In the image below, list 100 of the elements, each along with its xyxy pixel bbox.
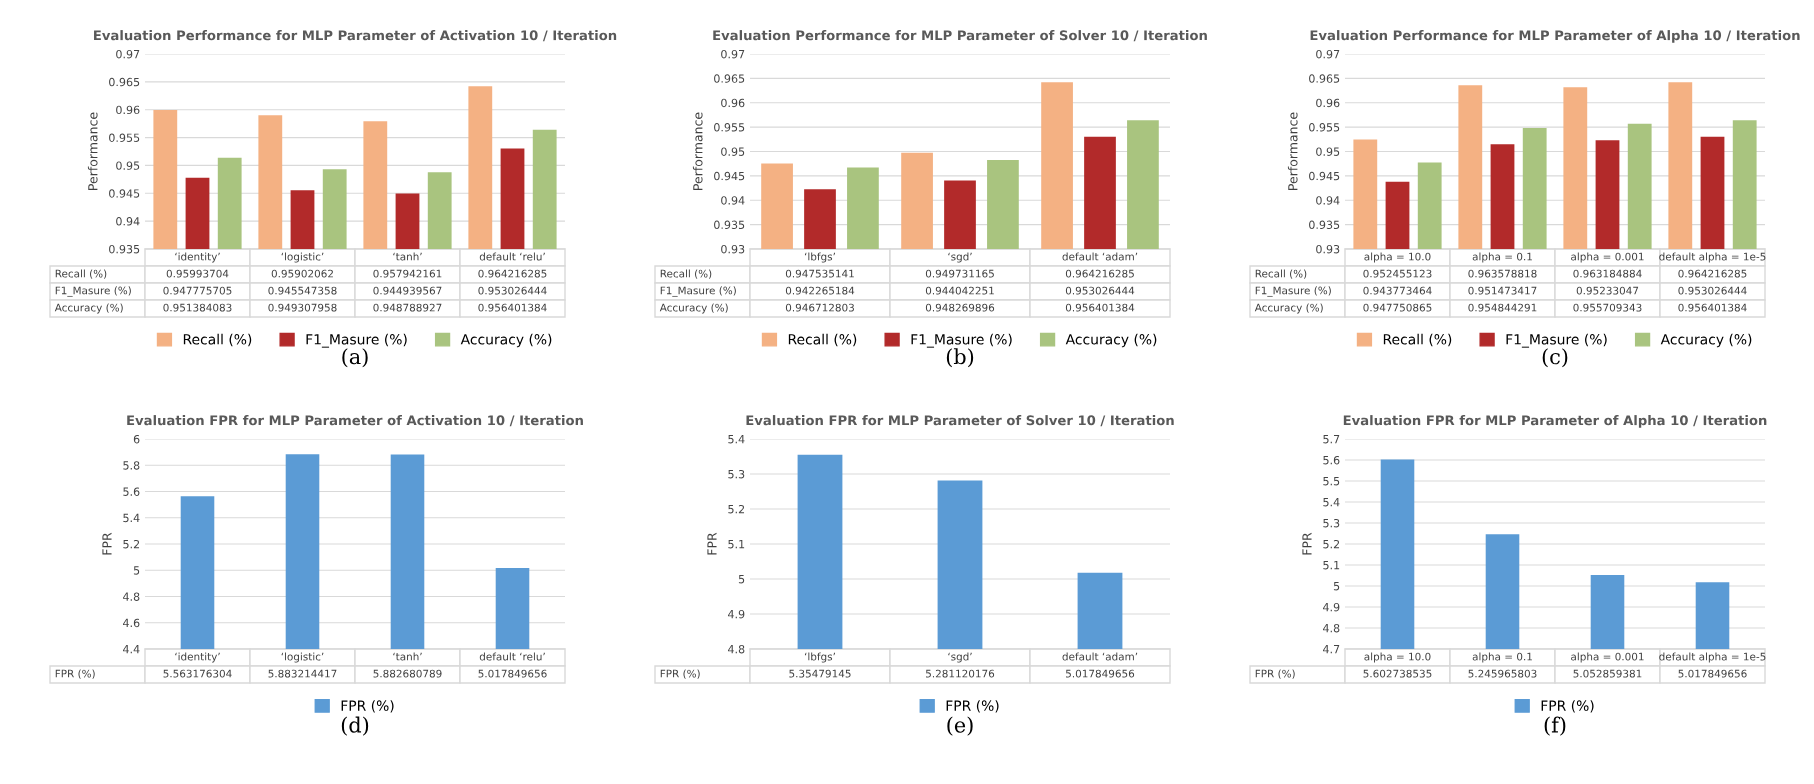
- data-label: 0.955709343: [1573, 303, 1642, 312]
- text: Accuracy (%): [54, 303, 123, 314]
- y-tick-label: 0.97: [1316, 49, 1340, 59]
- y-tick-label: 4.8: [1323, 623, 1340, 633]
- text: F1_Masure (%): [1255, 286, 1331, 297]
- y-tick-label: 0.945: [714, 171, 745, 181]
- data-label: 5.883214417: [268, 669, 337, 678]
- legend-label: FPR (%): [341, 700, 394, 713]
- data-label: 0.957942161: [373, 269, 442, 278]
- y-tick-label: 4.8: [728, 644, 745, 654]
- text: FPR (%): [1255, 669, 1295, 679]
- y-tick-label: 5.2: [1323, 539, 1340, 549]
- y-tick-label: 0.93: [1316, 244, 1340, 254]
- data-label: 0.964216285: [1065, 269, 1134, 278]
- x-tick-label: ‘lbfgs’: [804, 252, 835, 263]
- x-tick-label: default ‘adam’: [1062, 252, 1138, 261]
- y-tick-label: 0.93: [721, 244, 745, 254]
- x-tick-label: alpha = 0.001: [1571, 252, 1644, 263]
- x-tick-label: default alpha = 1e-5: [1659, 652, 1766, 663]
- y-tick-label: 5.3: [1323, 518, 1340, 528]
- text: F1_Masure (%): [660, 286, 736, 297]
- data-label: 0.948269896: [925, 303, 995, 312]
- y-axis-title: Performance: [87, 112, 98, 190]
- y-tick-label: 0.94: [116, 217, 140, 226]
- x-tick-label: ‘logistic’: [281, 652, 324, 663]
- data-label: 0.945547358: [268, 286, 337, 295]
- text: (d): [341, 716, 369, 736]
- x-tick-label: ‘lbfgs’: [804, 652, 835, 663]
- data-label: 0.947750865: [1363, 303, 1432, 312]
- legend-label: Recall (%): [788, 333, 857, 347]
- data-label: 5.245965803: [1468, 669, 1537, 678]
- y-tick-label: 0.94: [1316, 196, 1340, 205]
- text: Recall (%): [1255, 269, 1307, 279]
- chart-title: Evaluation Performance for MLP Parameter of Solver 10 / Iteration: [713, 30, 1207, 42]
- text: Accuracy (%): [659, 303, 728, 314]
- data-label: 0.953026444: [478, 286, 547, 295]
- x-tick-label: default ‘adam’: [1062, 652, 1138, 661]
- y-tick-label: 5.4: [728, 435, 745, 444]
- legend-label: Recall (%): [183, 333, 252, 347]
- y-tick-label: 5.1: [1323, 561, 1340, 570]
- data-label: 0.952455123: [1363, 269, 1432, 278]
- data-label: 0.948788927: [373, 303, 442, 312]
- y-tick-label: 5.6: [1323, 455, 1340, 465]
- chart-title: Evaluation Performance for MLP Parameter of Alpha 10 / Iteration: [1310, 30, 1800, 43]
- y-tick-label: 0.935: [1309, 220, 1340, 229]
- x-tick-label: alpha = 0.1: [1472, 252, 1532, 263]
- data-label: 0.963578818: [1468, 269, 1537, 278]
- data-label: 0.956401384: [478, 303, 547, 312]
- data-label: 0.949307958: [268, 303, 337, 312]
- y-tick-label: 0.95: [1316, 147, 1340, 156]
- text: (e): [947, 716, 973, 736]
- y-tick-label: 5.1: [728, 540, 745, 549]
- y-tick-label: 4.6: [123, 618, 140, 628]
- legend-label: Accuracy (%): [460, 333, 552, 348]
- y-tick-label: 5.2: [123, 539, 140, 549]
- y-tick-label: 0.96: [1316, 98, 1340, 108]
- x-tick-label: default alpha = 1e-5: [1659, 252, 1766, 263]
- legend-label: Accuracy (%): [1065, 333, 1157, 348]
- text: (b): [946, 348, 974, 368]
- x-tick-label: ‘tanh’: [393, 652, 422, 661]
- data-label: 0.963184884: [1573, 269, 1642, 278]
- y-tick-label: 0.945: [109, 189, 140, 198]
- text: F1_Masure (%): [55, 286, 131, 297]
- y-tick-label: 5.6: [123, 487, 140, 496]
- text: Recall (%): [660, 269, 712, 279]
- y-tick-label: 4.9: [1323, 602, 1340, 612]
- x-tick-label: ‘identity’: [175, 652, 220, 663]
- y-tick-label: 5.3: [728, 469, 745, 479]
- text: Recall (%): [55, 269, 107, 279]
- y-tick-label: 0.945: [1309, 171, 1340, 181]
- y-tick-label: 5.8: [123, 461, 140, 470]
- data-label: 0.951473417: [1468, 286, 1537, 295]
- data-label: 5.882680789: [373, 669, 442, 678]
- y-axis-title: Performance: [1287, 112, 1298, 190]
- data-label: 5.017849656: [1678, 669, 1747, 678]
- data-label: 0.95993704: [166, 269, 229, 278]
- chart-title: Evaluation FPR for MLP Parameter of Activation 10 / Iteration: [127, 415, 583, 427]
- y-tick-label: 0.95: [721, 147, 745, 156]
- y-tick-label: 0.97: [721, 49, 745, 59]
- y-axis-title: FPR: [707, 532, 717, 555]
- data-label: 0.942265184: [785, 286, 855, 295]
- y-tick-label: 0.935: [714, 220, 745, 229]
- y-tick-label: 0.955: [109, 133, 140, 142]
- y-tick-label: 0.965: [1309, 74, 1340, 83]
- legend-label: F1_Masure (%): [911, 333, 1012, 348]
- y-tick-label: 5: [738, 575, 745, 584]
- legend-label: Accuracy (%): [1660, 333, 1752, 348]
- data-label: 5.35479145: [789, 669, 851, 678]
- y-axis-title: FPR: [102, 532, 112, 555]
- data-label: 0.949731165: [925, 269, 994, 278]
- x-tick-label: default ‘relu’: [479, 652, 545, 661]
- y-tick-label: 0.955: [1309, 123, 1340, 132]
- data-label: 0.953026444: [1678, 286, 1747, 295]
- x-tick-label: ‘tanh’: [393, 252, 422, 261]
- y-tick-label: 5: [1333, 582, 1340, 591]
- y-axis-title: Performance: [692, 112, 703, 190]
- y-tick-label: 4.7: [1323, 645, 1340, 654]
- data-label: 0.964216285: [1678, 269, 1747, 278]
- data-label: 0.964216285: [478, 269, 547, 278]
- y-tick-label: 0.96: [721, 98, 745, 108]
